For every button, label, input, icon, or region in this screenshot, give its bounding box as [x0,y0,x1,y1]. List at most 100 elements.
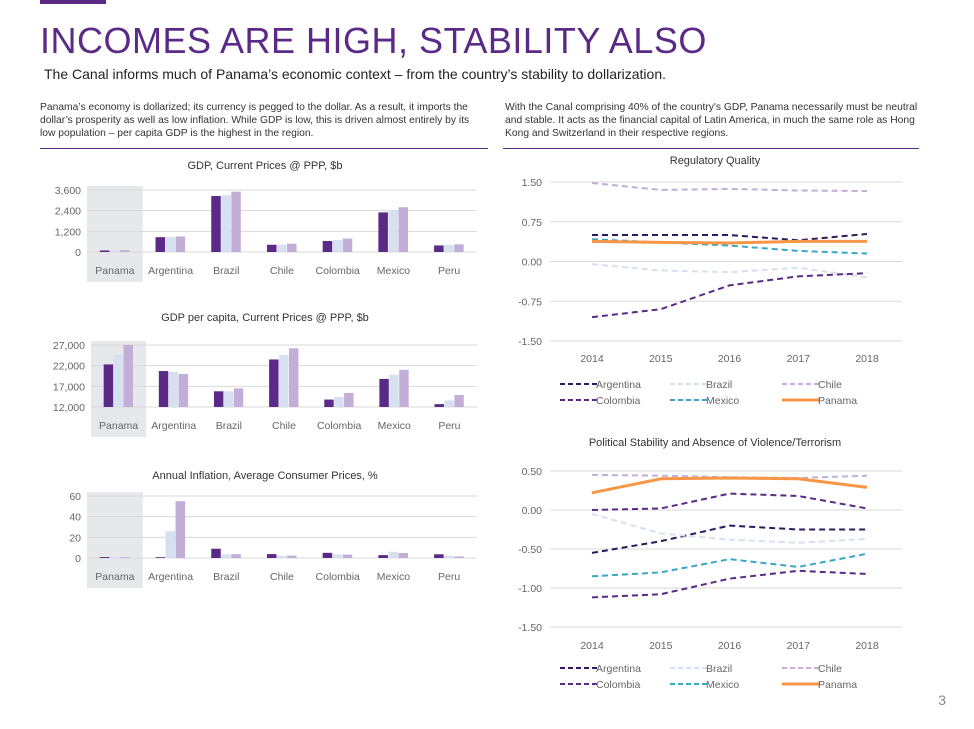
bar [444,244,454,252]
highlight-band [87,492,143,588]
x-tick-label: 2017 [787,353,811,365]
bar [165,236,176,252]
x-tick-label: Brazil [213,571,239,583]
bar [287,243,297,252]
bar [454,395,464,407]
bar [221,554,231,558]
series-line-argentina [592,232,868,242]
bar [276,555,287,558]
bar [398,552,408,558]
bar [233,388,244,407]
bar [123,345,133,407]
legend-label: Chile [818,379,842,391]
political-line-chart: 0.50 0.00 -0.50 -1.00 -1.50 2014 2015 2016 2017 2… [518,466,902,691]
x-tick-label: 2017 [787,640,811,652]
x-tick-label: Mexico [377,265,410,277]
bar [178,373,189,407]
bar [334,397,344,407]
legend-label: Brazil [706,379,732,391]
bar [223,391,234,407]
bar [434,554,444,558]
x-tick-label: Panama [95,571,134,583]
legend-label: Argentina [596,379,641,391]
page-title: INCOMES ARE HIGH, STABILITY ALSO [40,20,707,61]
legend-label: Panama [818,395,857,407]
bar [211,196,221,252]
y-tick-label: 0.50 [522,466,543,478]
x-tick-label: Argentina [148,265,193,277]
bar [379,378,389,407]
regulatory-chart-title: Regulatory Quality [669,155,761,167]
x-tick-label: Chile [270,265,294,277]
bar [398,207,408,252]
regulatory-line-chart: 1.50 0.75 0.00 -0.75 -1.50 2014 2015 2016 2017 20… [518,177,902,407]
x-tick-label: 2015 [649,353,673,365]
bar [103,364,114,407]
x-tick-label: Peru [438,571,460,583]
bar [165,531,176,558]
legend-label: Colombia [596,679,641,691]
legend-label: Panama [818,679,857,691]
bar [279,354,289,407]
x-tick-label: 2014 [580,353,604,365]
accent-bar [40,0,106,4]
x-tick-label: Panama [99,420,138,432]
bar [324,399,334,407]
bar [276,244,287,252]
x-tick-label: 2014 [580,640,604,652]
x-tick-label: Peru [438,265,460,277]
bar [399,369,409,407]
x-tick-label: Mexico [378,420,411,432]
gdp-chart-title: GDP, Current Prices @ PPP, $b [187,160,343,172]
gdp-per-capita-chart-title: GDP per capita, Current Prices @ PPP, $b [161,312,369,324]
x-tick-label: 2016 [718,353,742,365]
x-tick-label: Mexico [377,571,410,583]
x-tick-label: 2016 [718,640,742,652]
y-tick-label: 40 [69,512,81,524]
bar [266,554,277,558]
y-tick-label: 0.75 [522,217,543,229]
y-tick-label: -1.00 [518,583,542,595]
x-tick-label: 2018 [855,640,879,652]
y-tick-label: -0.75 [518,296,542,308]
y-tick-label: 0.00 [522,257,543,269]
y-tick-label: 20 [69,532,81,544]
y-tick-label: 0 [75,553,81,565]
bar [221,195,231,252]
y-tick-label: -1.50 [518,622,542,634]
bar [99,557,110,558]
bar [287,555,297,558]
series-line-colombia [591,569,868,599]
bar [389,374,399,407]
y-tick-label: 0 [75,247,81,259]
x-tick-label: Colombia [317,420,362,432]
left-paragraph: Panama’s economy is dollarized; its curr… [40,102,470,139]
legend-label: Chile [818,663,842,675]
bar [155,557,166,558]
x-tick-label: Colombia [316,265,361,277]
x-tick-label: Colombia [316,571,361,583]
series-line-chile [591,182,868,193]
bar [119,557,130,558]
series-line-mexico [591,552,868,578]
bar [332,554,343,558]
bar [109,557,120,558]
x-tick-label: Brazil [216,420,242,432]
y-tick-label: -0.50 [518,544,542,556]
bar [444,400,454,407]
bar [434,404,444,407]
series-line-argentina [591,524,867,554]
bar [211,548,221,558]
bar [454,244,464,252]
bar [378,212,388,252]
bar [388,209,398,252]
bar [119,250,130,252]
bar [113,354,124,407]
legend-label: Mexico [706,395,739,407]
series-line-peru [591,492,868,511]
x-tick-label: 2015 [649,640,673,652]
series-line-brazil [591,512,868,544]
x-tick-label: Chile [272,420,296,432]
series-line-panama [591,239,867,245]
series-line-colombia [591,272,868,319]
